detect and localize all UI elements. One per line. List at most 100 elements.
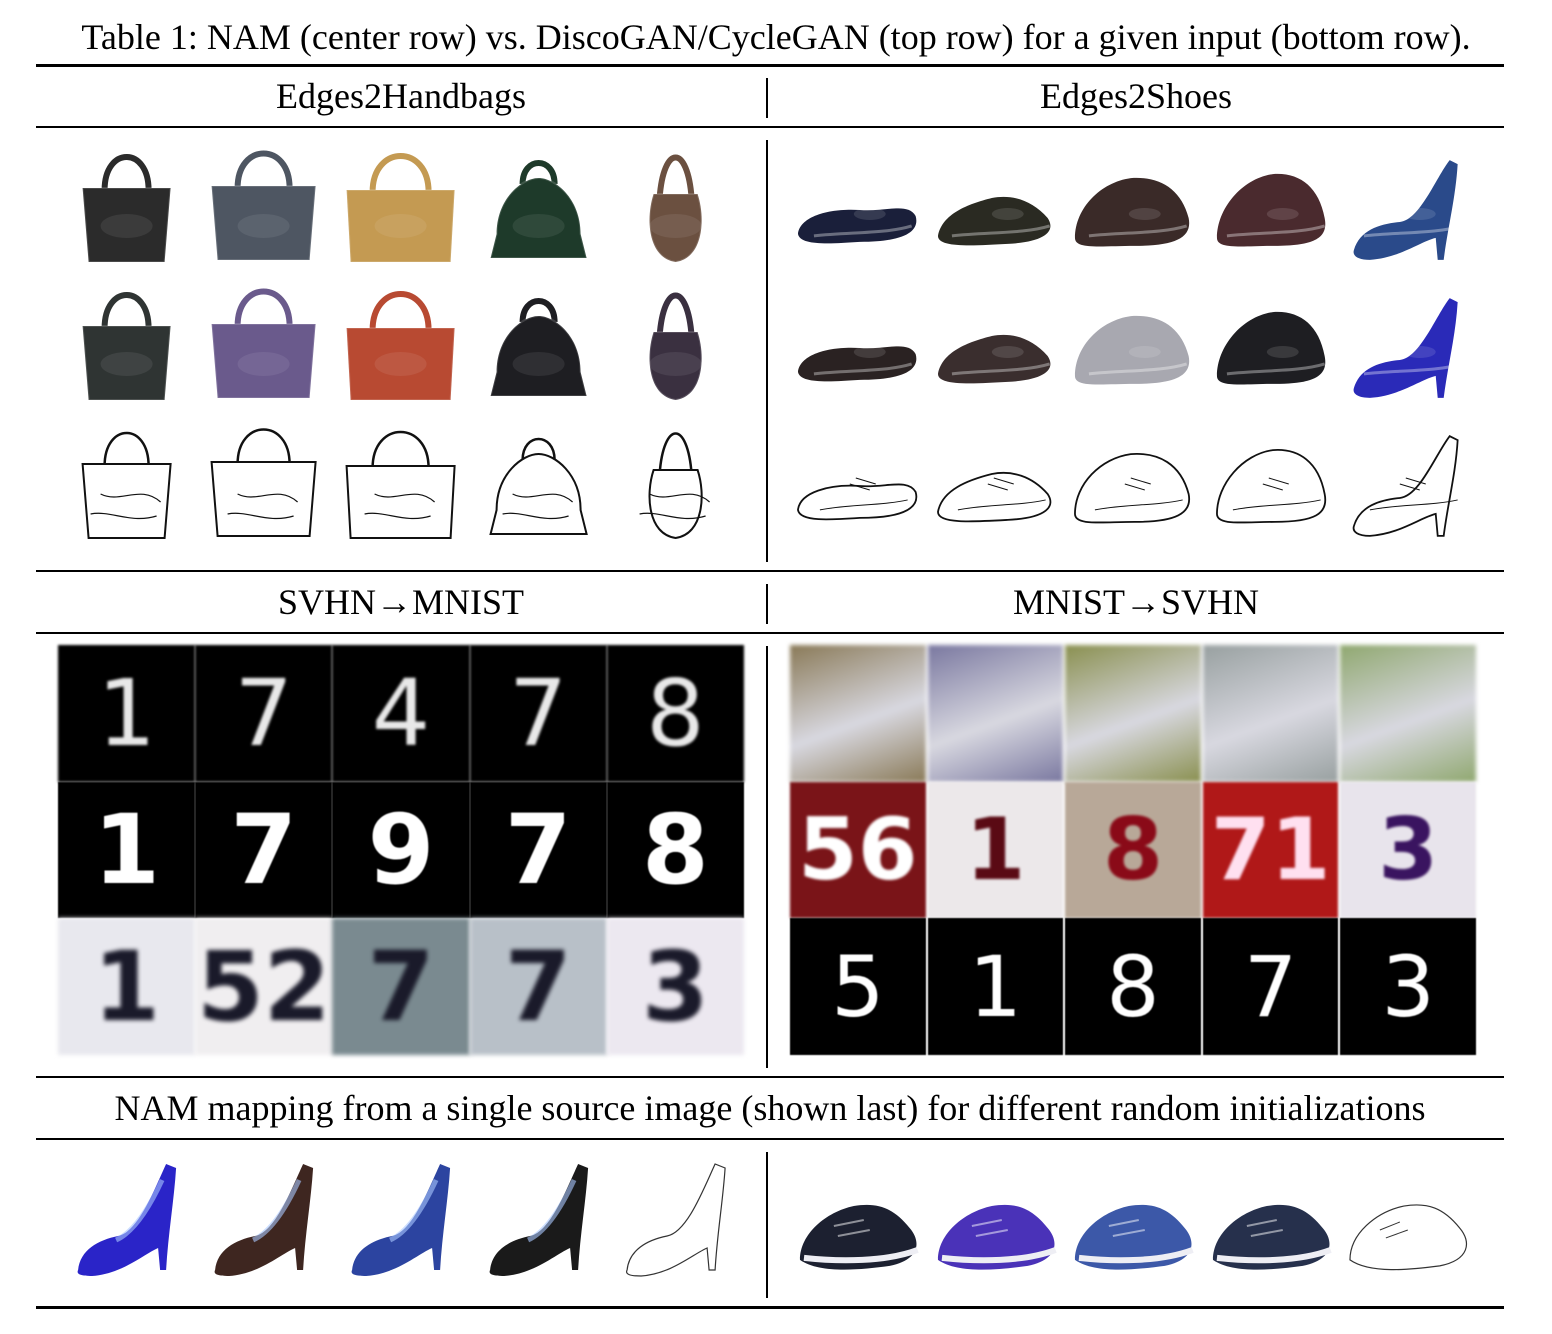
digit-label: 3 xyxy=(1378,799,1439,900)
heel-nam-output xyxy=(470,1150,607,1296)
heel-source-sketch xyxy=(607,1150,744,1296)
mnist-discogan-digit: 8 xyxy=(606,645,744,782)
digit-label: 56 xyxy=(797,799,918,900)
svhn-nam-digit: 8 xyxy=(1065,781,1203,919)
svhn-nam-digit: 56 xyxy=(790,781,928,919)
digit-label: 7 xyxy=(508,659,568,767)
mnist-input-digit: 3 xyxy=(1340,918,1478,1055)
section-rule-2 xyxy=(36,1076,1504,1078)
handbag-discogan-image xyxy=(195,138,332,276)
mnist-input-digit: 8 xyxy=(1065,918,1203,1055)
mnist-nam-digit: 1 xyxy=(58,781,196,919)
header-rule-3 xyxy=(36,1138,1504,1140)
shoe-discogan-image xyxy=(1065,138,1203,276)
shoe-nam-image xyxy=(1203,276,1341,414)
handbag-nam-image xyxy=(607,276,744,414)
column-divider xyxy=(766,78,768,118)
digit-label: 8 xyxy=(646,659,705,767)
digit-label: 7 xyxy=(504,793,572,906)
digit-label: 7 xyxy=(230,793,298,906)
bottom-rule xyxy=(36,1306,1504,1309)
svhn2mnist-title: SVHN→MNIST xyxy=(277,582,525,622)
shoe-nam-image xyxy=(790,276,928,414)
svhn-nam-digit: 71 xyxy=(1202,781,1341,919)
digit-label: 1 xyxy=(965,799,1026,900)
digit-label: 7 xyxy=(504,930,572,1043)
header-rule-2 xyxy=(36,632,1504,634)
svhn-input-digit: 7 xyxy=(332,918,470,1055)
digit-label: 8 xyxy=(1106,937,1160,1036)
mnist-nam-digit: 7 xyxy=(469,781,607,919)
mnist2svhn-title: MNIST→SVHN xyxy=(1012,582,1260,622)
section-rule-1 xyxy=(36,570,1504,572)
shoe-nam-image xyxy=(928,276,1066,414)
table-caption: Table 1: NAM (center row) vs. DiscoGAN/C… xyxy=(81,17,1471,57)
mnist-nam-digit: 9 xyxy=(332,781,470,919)
digit-label: 7 xyxy=(1243,937,1298,1036)
svhn-nam-digit: 1 xyxy=(927,781,1066,919)
digit-label: 71 xyxy=(1210,799,1331,900)
digit-label: 4 xyxy=(371,659,431,767)
svhn-discogan-image xyxy=(927,645,1066,782)
column-divider xyxy=(766,1152,768,1298)
mnist-nam-digit: 7 xyxy=(195,781,333,919)
column-divider xyxy=(766,584,768,624)
handbags-image-grid xyxy=(58,138,744,552)
mnist-discogan-digit: 1 xyxy=(58,645,196,782)
handbag-discogan-image xyxy=(470,138,607,276)
digit-label: 52 xyxy=(196,930,331,1043)
top-rule xyxy=(36,64,1504,67)
svhn-discogan-image xyxy=(1202,645,1341,782)
svhn-input-digit: 3 xyxy=(606,918,744,1055)
digit-label: 5 xyxy=(831,937,885,1036)
shoe-edge-input xyxy=(1065,414,1203,552)
mnist-discogan-digit: 7 xyxy=(469,645,607,782)
digit-label: 8 xyxy=(641,793,709,906)
sneaker-nam-output xyxy=(928,1150,1066,1296)
random-init-sneakers-grid xyxy=(790,1150,1478,1296)
random-init-title: NAM mapping from a single source image (… xyxy=(114,1088,1426,1128)
digit-label: 1 xyxy=(97,659,156,767)
mnist2svhn-image-grid: 56 5 1 1 8 8 71 7 3 3 xyxy=(790,645,1478,1055)
heel-nam-output xyxy=(195,1150,332,1296)
column-divider xyxy=(766,140,768,562)
digit-label: 1 xyxy=(93,793,160,906)
svhn-input-digit: 7 xyxy=(469,918,607,1055)
handbag-edge-input xyxy=(195,414,332,552)
sneaker-nam-output xyxy=(790,1150,928,1296)
edges2handbags-title: Edges2Handbags xyxy=(276,76,526,116)
mnist-discogan-digit: 4 xyxy=(332,645,470,782)
mnist-input-digit: 1 xyxy=(927,918,1066,1055)
digit-label: 7 xyxy=(367,930,435,1043)
heel-nam-output xyxy=(332,1150,469,1296)
svhn-discogan-image xyxy=(1340,645,1478,782)
shoe-discogan-image xyxy=(928,138,1066,276)
digit-label: 1 xyxy=(968,937,1023,1036)
shoe-edge-input xyxy=(928,414,1066,552)
digit-label: 3 xyxy=(641,930,709,1043)
heel-nam-output xyxy=(58,1150,195,1296)
svhn-discogan-image xyxy=(1065,645,1203,782)
svhn-input-digit: 52 xyxy=(195,918,333,1055)
shoe-edge-input xyxy=(1340,414,1478,552)
random-init-heels-grid xyxy=(58,1150,744,1296)
handbag-discogan-image xyxy=(58,138,195,276)
svhn2mnist-image-grid: 1 1 1 7 7 52 4 9 7 7 7 7 8 8 3 xyxy=(58,645,744,1055)
handbag-nam-image xyxy=(332,276,469,414)
shoe-nam-image xyxy=(1065,276,1203,414)
digit-label: 7 xyxy=(234,659,294,767)
sneaker-nam-output xyxy=(1065,1150,1203,1296)
shoe-nam-image xyxy=(1340,276,1478,414)
svhn-nam-digit: 3 xyxy=(1340,781,1478,919)
shoe-discogan-image xyxy=(1203,138,1341,276)
digit-label: 1 xyxy=(93,930,160,1043)
shoe-discogan-image xyxy=(790,138,928,276)
shoe-discogan-image xyxy=(1340,138,1478,276)
handbag-discogan-image xyxy=(607,138,744,276)
edges2shoes-title: Edges2Shoes xyxy=(1040,76,1232,116)
svhn-discogan-image xyxy=(790,645,928,782)
sneaker-source-sketch xyxy=(1340,1150,1478,1296)
handbag-edge-input xyxy=(332,414,469,552)
digit-label: 3 xyxy=(1381,937,1435,1036)
mnist-input-digit: 7 xyxy=(1202,918,1341,1055)
